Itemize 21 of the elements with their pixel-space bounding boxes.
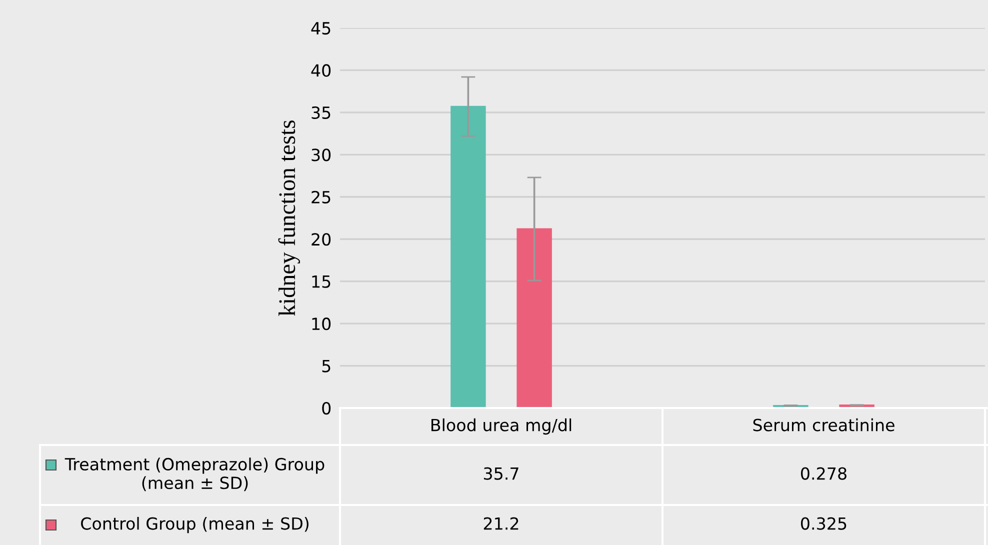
data-label: 0.278: [800, 467, 846, 480]
x-tick-label: Blood urea mg/dl: [431, 418, 572, 435]
y-axis-title: kidney function tests: [278, 120, 300, 316]
y-tick-label: 40: [311, 64, 331, 77]
y-tick-label: 0: [322, 402, 331, 415]
y-tick-label: 25: [312, 190, 330, 204]
legend-label: Treatment (Omeprazole) Group (mean ± SD): [64, 458, 324, 492]
data-label: 21.2: [484, 517, 518, 530]
bar: [516, 228, 552, 408]
y-tick-label: 5: [322, 360, 330, 372]
x-tick-label: Serum creatinine: [753, 418, 894, 432]
y-tick-label: 45: [311, 22, 330, 35]
y-tick-label: 10: [312, 318, 331, 330]
y-tick-label: 20: [312, 233, 331, 246]
data-label: 35.7: [484, 467, 518, 480]
legend-label: Control Group (mean ± SD): [81, 516, 308, 534]
bar: [450, 106, 486, 408]
data-label: 0.325: [800, 517, 846, 530]
y-tick-label: 35: [312, 106, 330, 120]
y-tick-label: 30: [312, 148, 331, 162]
y-tick-label: 15: [312, 276, 330, 288]
